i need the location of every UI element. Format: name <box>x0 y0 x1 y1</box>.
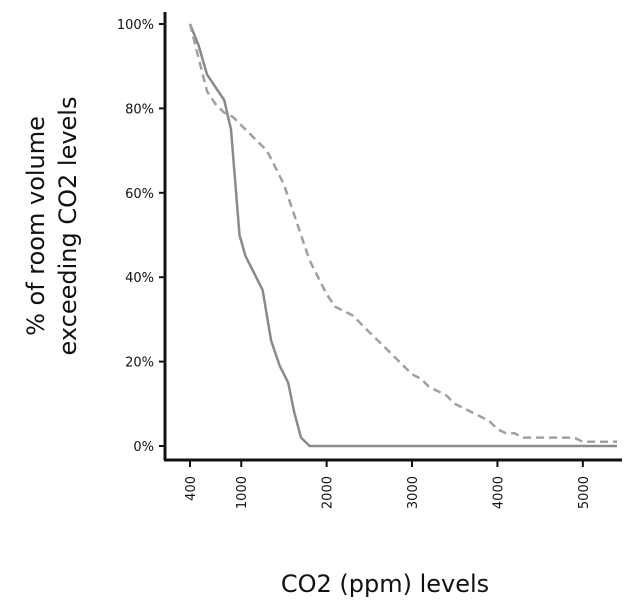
series-line-dashed <box>188 23 617 444</box>
series-line-solid <box>188 23 617 448</box>
y-tick-label: 20% <box>125 356 154 371</box>
y-tick-label: 100% <box>117 18 154 33</box>
y-ticks: 0% 20% 40% 60% 80% 100% <box>117 18 165 455</box>
x-tick-label: 2000 <box>321 476 336 509</box>
x-tick-label: 5000 <box>577 476 592 509</box>
x-ticks: 400 1000 2000 3000 4000 5000 <box>184 460 592 509</box>
x-tick-label: 1000 <box>235 476 250 509</box>
y-axis-title-line-2: exceeding CO2 levels <box>54 97 82 356</box>
y-axis-title-line-1: % of room volume <box>22 116 50 336</box>
y-axis-title: % of room volume exceeding CO2 levels <box>22 97 82 356</box>
y-tick-label: 0% <box>133 440 154 455</box>
x-tick-label: 4000 <box>491 476 506 509</box>
x-tick-label: 3000 <box>406 476 421 509</box>
series-group <box>188 23 617 448</box>
y-tick-label: 80% <box>125 102 154 117</box>
x-axis-title: CO2 (ppm) levels <box>281 570 489 598</box>
y-tick-label: 40% <box>125 271 154 286</box>
x-tick-label: 400 <box>184 476 199 501</box>
y-tick-label: 60% <box>125 187 154 202</box>
